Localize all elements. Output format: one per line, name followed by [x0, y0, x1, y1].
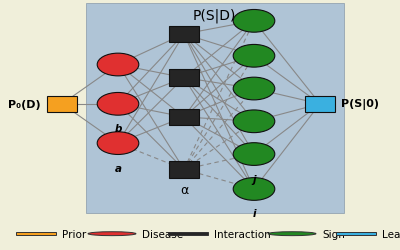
Circle shape	[97, 54, 139, 76]
Bar	[16, 232, 56, 235]
Circle shape	[233, 143, 275, 166]
Circle shape	[233, 45, 275, 68]
Text: P₀(D): P₀(D)	[8, 100, 41, 110]
Circle shape	[97, 93, 139, 116]
Bar	[86, 4, 344, 213]
Text: b: b	[114, 124, 122, 134]
Bar	[169, 26, 199, 43]
Text: Disease: Disease	[142, 229, 183, 239]
Text: Leak: Leak	[382, 229, 400, 239]
Text: j: j	[252, 174, 256, 184]
Bar	[47, 96, 77, 113]
Text: Interaction: Interaction	[214, 229, 271, 239]
Bar	[169, 109, 199, 126]
Circle shape	[233, 78, 275, 100]
Circle shape	[268, 232, 316, 236]
Bar	[169, 70, 199, 86]
Text: a: a	[114, 163, 122, 173]
Bar	[168, 232, 208, 235]
Text: P(S|0): P(S|0)	[341, 99, 379, 110]
Text: i: i	[252, 208, 256, 218]
Circle shape	[97, 132, 139, 155]
Circle shape	[233, 178, 275, 201]
Bar	[336, 232, 376, 235]
Circle shape	[233, 110, 275, 133]
Bar	[305, 96, 335, 113]
Text: Sign: Sign	[322, 229, 345, 239]
Circle shape	[88, 232, 136, 236]
Text: Prior: Prior	[62, 229, 86, 239]
Circle shape	[233, 10, 275, 33]
Bar	[169, 162, 199, 178]
Text: α: α	[180, 184, 188, 196]
Text: P(S|D): P(S|D)	[192, 9, 236, 23]
